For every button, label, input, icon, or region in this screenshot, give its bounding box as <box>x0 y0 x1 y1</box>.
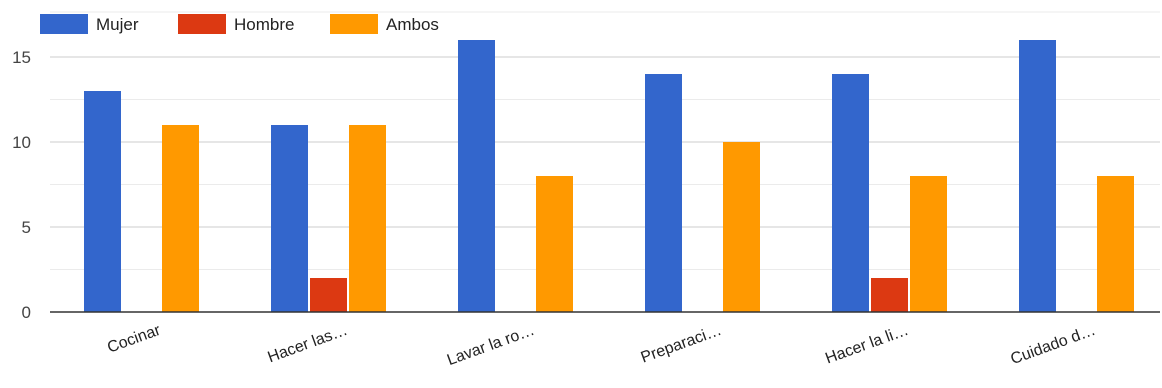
gridlines <box>50 11 1160 270</box>
bar-mujer[interactable] <box>832 74 869 312</box>
category-label: Lavar la ro… <box>445 322 537 369</box>
legend-swatch <box>178 14 226 34</box>
bar-ambos[interactable] <box>723 142 760 312</box>
bar-ambos[interactable] <box>536 176 573 312</box>
legend-swatch <box>330 14 378 34</box>
y-tick-label: 15 <box>12 48 31 67</box>
category-label: Cuidado d… <box>1008 322 1097 368</box>
y-tick-label: 0 <box>22 303 31 322</box>
category-label: Preparaci… <box>639 322 724 367</box>
bar-mujer[interactable] <box>84 91 121 312</box>
legend-label: Ambos <box>386 15 439 34</box>
category-label: Cocinar <box>105 322 163 357</box>
bar-ambos[interactable] <box>1097 176 1134 312</box>
y-tick-label: 10 <box>12 133 31 152</box>
bar-mujer[interactable] <box>645 74 682 312</box>
bar-mujer[interactable] <box>271 125 308 312</box>
legend-item[interactable]: Ambos <box>330 14 439 34</box>
y-axis-ticks: 0 5 10 15 <box>12 48 31 322</box>
legend-label: Mujer <box>96 15 139 34</box>
legend: Mujer Hombre Ambos <box>40 14 439 34</box>
legend-item[interactable]: Hombre <box>178 14 294 34</box>
category-label: Hacer las… <box>266 322 350 367</box>
bar-ambos[interactable] <box>349 125 386 312</box>
bar-mujer[interactable] <box>458 40 495 312</box>
bar-ambos[interactable] <box>910 176 947 312</box>
bar-hombre[interactable] <box>310 278 347 312</box>
y-tick-label: 5 <box>22 218 31 237</box>
category-label: Hacer la li… <box>823 322 911 368</box>
legend-swatch <box>40 14 88 34</box>
x-axis-labels: Cocinar Hacer las… Lavar la ro… Preparaci… H… <box>105 322 1098 370</box>
bar-mujer[interactable] <box>1019 40 1056 312</box>
bar-hombre[interactable] <box>871 278 908 312</box>
bars <box>84 40 1134 312</box>
legend-label: Hombre <box>234 15 294 34</box>
bar-ambos[interactable] <box>162 125 199 312</box>
legend-item[interactable]: Mujer <box>40 14 139 34</box>
